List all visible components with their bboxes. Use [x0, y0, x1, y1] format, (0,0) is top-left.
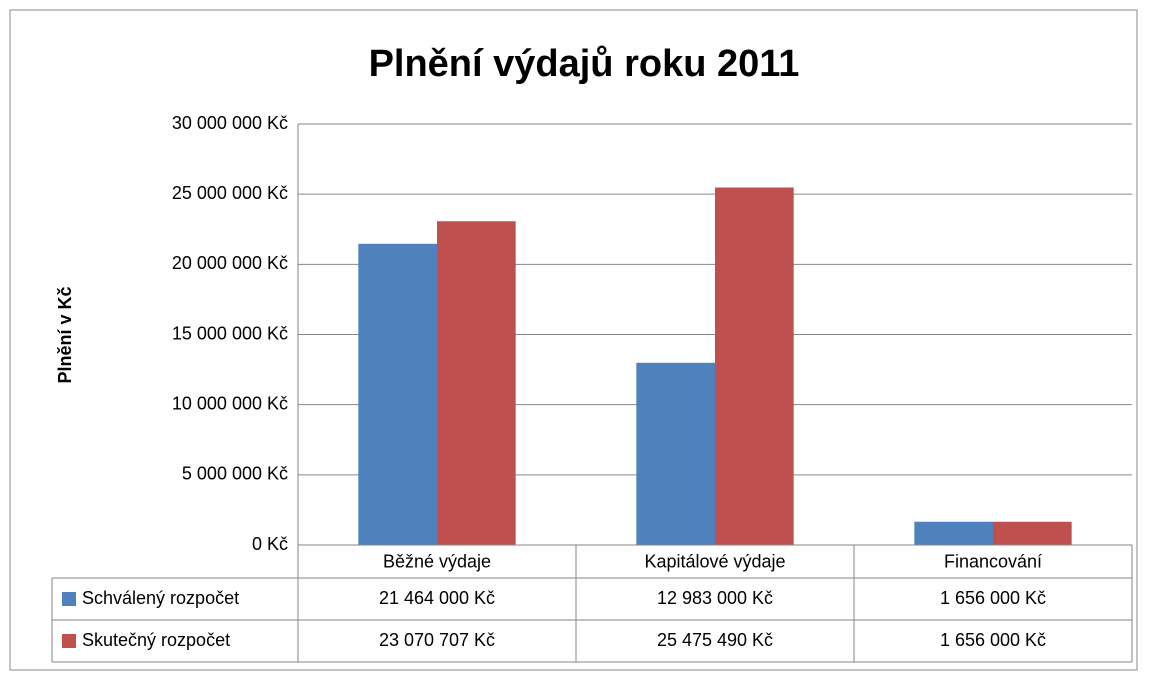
bar: [358, 243, 437, 546]
bar: [636, 362, 715, 545]
chart-title: Plnění výdajů roku 2011: [369, 43, 800, 85]
y-tick-label: 25 000 000 Kč: [172, 183, 288, 203]
bar: [993, 521, 1072, 545]
table-cell: 23 070 707 Kč: [379, 630, 495, 650]
legend-label: Skutečný rozpočet: [82, 630, 230, 650]
y-tick-label: 5 000 000 Kč: [182, 464, 288, 484]
table-cell: 1 656 000 Kč: [940, 630, 1046, 650]
table-cell: 25 475 490 Kč: [657, 630, 773, 650]
legend-label: Schválený rozpočet: [82, 588, 239, 608]
y-axis-label: Plnění v Kč: [55, 286, 75, 383]
x-tick-label: Financování: [944, 551, 1042, 571]
y-tick-label: 0 Kč: [252, 534, 288, 554]
chart-frame: [9, 9, 1138, 671]
y-tick-label: 10 000 000 Kč: [172, 393, 288, 413]
x-tick-label: Kapitálové výdaje: [644, 551, 785, 571]
y-tick-label: 30 000 000 Kč: [172, 113, 288, 133]
x-tick-label: Běžné výdaje: [383, 551, 491, 571]
bar: [437, 221, 516, 545]
table-cell: 12 983 000 Kč: [657, 588, 773, 608]
bar: [715, 187, 794, 545]
table-cell: 21 464 000 Kč: [379, 588, 495, 608]
y-tick-label: 20 000 000 Kč: [172, 253, 288, 273]
table-cell: 1 656 000 Kč: [940, 588, 1046, 608]
legend-swatch: [62, 634, 76, 648]
y-tick-label: 15 000 000 Kč: [172, 323, 288, 343]
bar: [914, 521, 993, 545]
legend-swatch: [62, 592, 76, 606]
